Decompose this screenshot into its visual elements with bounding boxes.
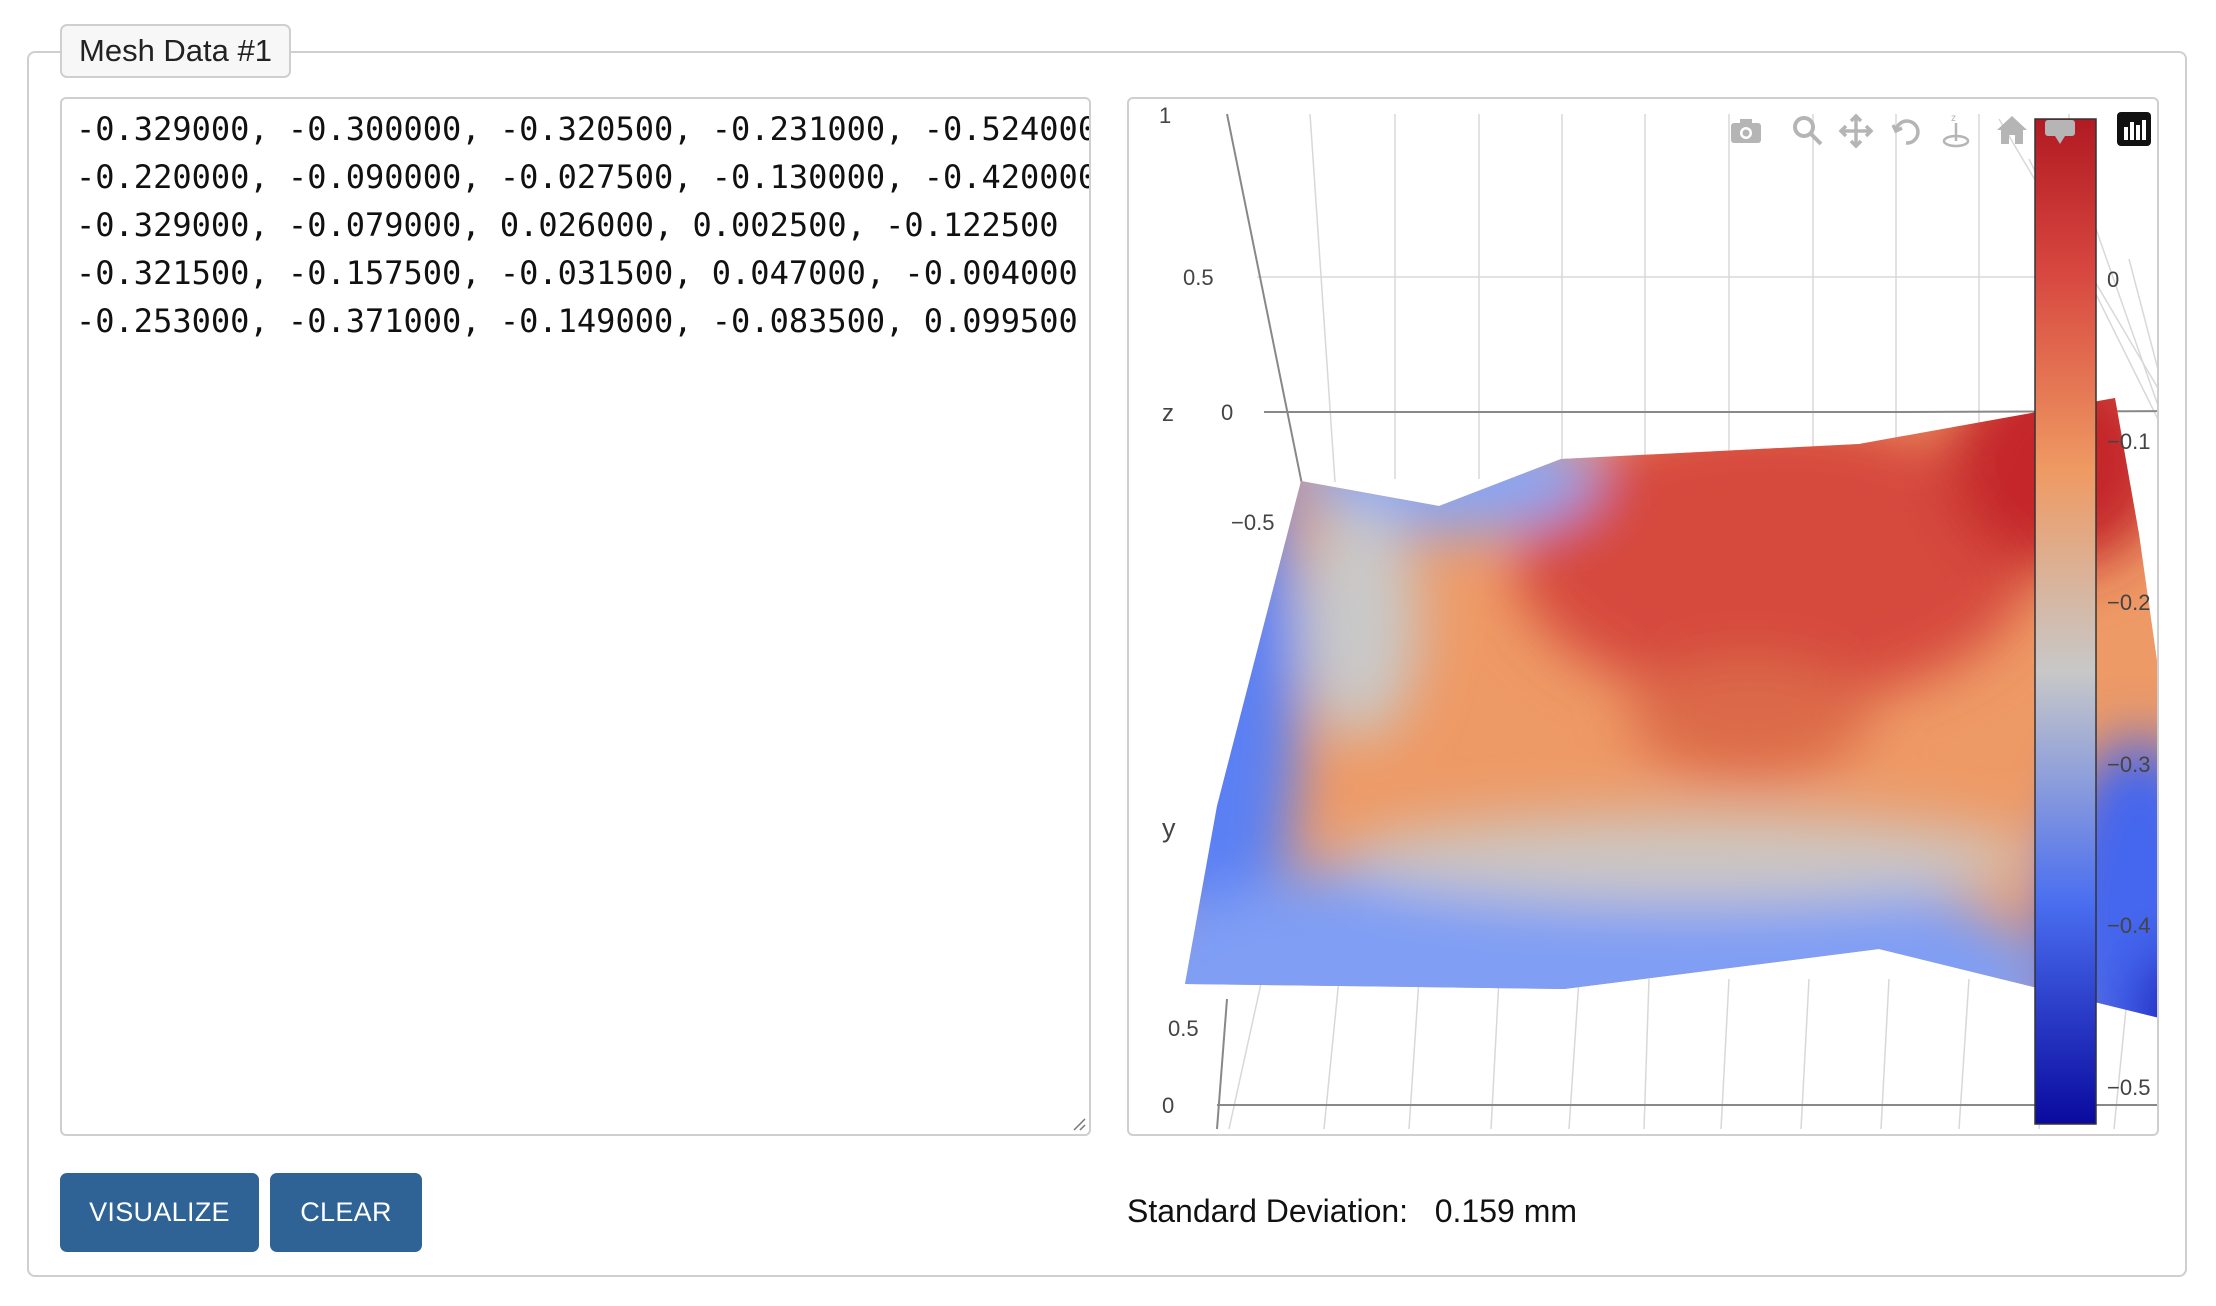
- surface-plot[interactable]: 1 0.5 0 −0.5 0.5 0 z y 0 −0.1 −0.2 −0.3 …: [1127, 97, 2159, 1136]
- visualize-button[interactable]: VISUALIZE: [60, 1173, 259, 1252]
- modebar: z: [1731, 112, 2151, 149]
- z-tick-0: 0: [1221, 400, 1233, 425]
- mesh-data-textarea[interactable]: -0.329000, -0.300000, -0.320500, -0.2310…: [60, 97, 1091, 1136]
- z-tick-1: 1: [1159, 103, 1171, 128]
- colorbar-tick-0: 0: [2107, 267, 2119, 292]
- mesh-data-line: -0.253000, -0.371000, -0.149000, -0.0835…: [76, 302, 1078, 340]
- home-icon[interactable]: [1997, 116, 2027, 144]
- colorbar-ticks: 0 −0.1 −0.2 −0.3 −0.4 −0.5: [2107, 267, 2150, 1100]
- axis-ticks: 1 0.5 0 −0.5 0.5 0: [1159, 103, 1274, 1118]
- turntable-icon[interactable]: z: [1942, 113, 1970, 148]
- svg-text:z: z: [1951, 113, 1956, 124]
- y-axis-label: y: [1162, 813, 1176, 843]
- surface-plot-svg[interactable]: 1 0.5 0 −0.5 0.5 0 z y 0 −0.1 −0.2 −0.3 …: [1129, 99, 2159, 1136]
- z-axis-label: z: [1162, 400, 1174, 427]
- colorbar-tick-neg-0.4: −0.4: [2107, 913, 2150, 938]
- colorbar: [2034, 118, 2097, 1125]
- mesh-fieldset: [27, 51, 2187, 1277]
- y-tick-0: 0: [1162, 1093, 1174, 1118]
- hover-icon[interactable]: [2045, 120, 2075, 144]
- clear-button[interactable]: CLEAR: [270, 1173, 422, 1252]
- colorbar-tick-neg-0.1: −0.1: [2107, 429, 2150, 454]
- plotly-logo-icon[interactable]: [2117, 112, 2151, 146]
- resize-grip-icon[interactable]: [1070, 1115, 1086, 1131]
- colorbar-tick-neg-0.3: −0.3: [2107, 752, 2150, 777]
- colorbar-tick-neg-0.2: −0.2: [2107, 590, 2150, 615]
- mesh-data-line: -0.220000, -0.090000, -0.027500, -0.1300…: [76, 158, 1091, 196]
- mesh-data-line: -0.329000, -0.079000, 0.026000, 0.002500…: [76, 206, 1059, 244]
- z-tick-neg-0.5: −0.5: [1231, 510, 1274, 535]
- stddev-value: 0.159 mm: [1434, 1193, 1578, 1229]
- orbit-icon[interactable]: [1891, 119, 1920, 145]
- mesh-data-text: -0.329000, -0.300000, -0.320500, -0.2310…: [62, 99, 1089, 345]
- mesh-legend: Mesh Data #1: [60, 24, 291, 78]
- z-tick-0.5: 0.5: [1183, 265, 1214, 290]
- surface-mesh: [1185, 398, 2157, 1027]
- y-tick-0.5: 0.5: [1168, 1016, 1199, 1041]
- stddev-label: Standard Deviation:: [1127, 1193, 1409, 1229]
- mesh-data-line: -0.329000, -0.300000, -0.320500, -0.2310…: [76, 110, 1091, 148]
- standard-deviation: Standard Deviation: 0.159 mm: [1127, 1193, 1577, 1230]
- camera-icon[interactable]: [1731, 119, 1761, 143]
- pan-icon[interactable]: [1838, 113, 1874, 149]
- mesh-data-line: -0.321500, -0.157500, -0.031500, 0.04700…: [76, 254, 1078, 292]
- zoom-icon[interactable]: [1793, 116, 1823, 146]
- colorbar-tick-neg-0.5: −0.5: [2107, 1075, 2150, 1100]
